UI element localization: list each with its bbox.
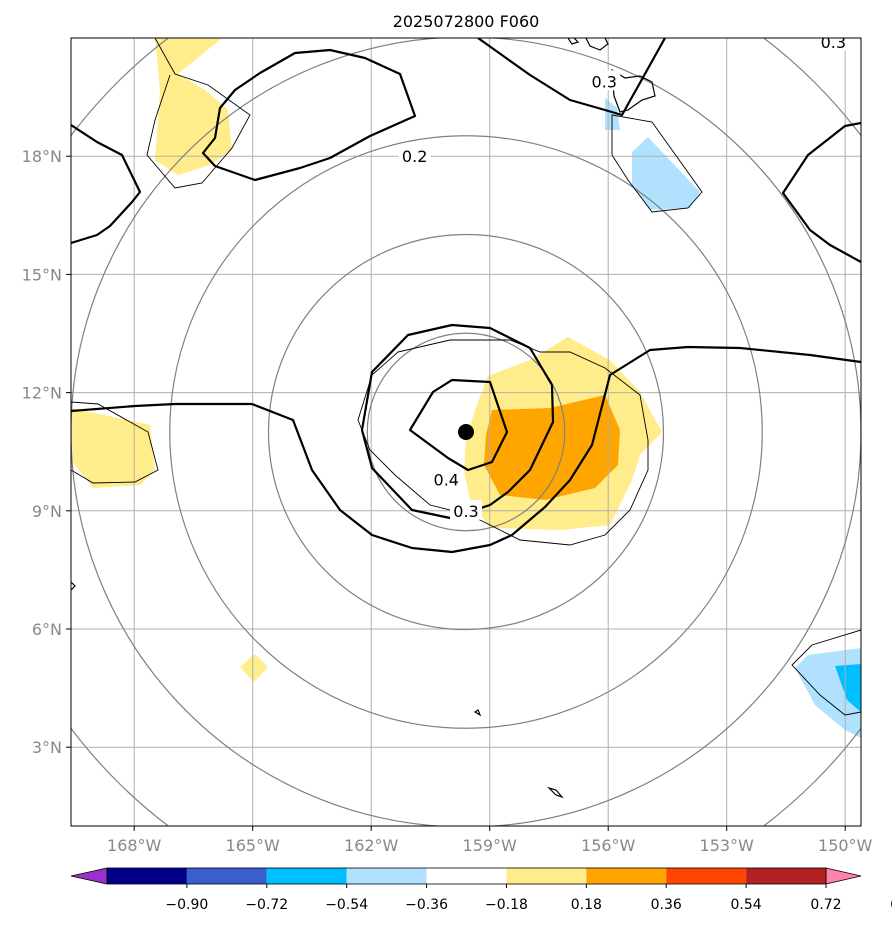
contour-labels: 0.2 0.3 0.4 0.3 0.3 [398,33,850,521]
colorbar-swatch-5 [506,868,587,884]
lat-tick-label-4: 15°N [22,265,62,284]
lat-tick-label-3: 12°N [22,384,62,403]
contour-label-bg-3 [450,499,482,520]
outline-central [357,339,649,546]
lat-tick-label-0: 3°N [32,738,62,757]
bold-contours [71,38,861,554]
contour-label-3: 0.3 [453,502,478,521]
range-ring-1 [267,233,665,631]
lon-tick-label-0: 168°W [107,836,162,855]
islet-south [473,709,482,717]
lat-tick-label-5: 18°N [22,147,62,166]
colorbar-tick-label-0: −0.90 [165,897,208,913]
colorbar-tick-label-4: −0.18 [485,897,528,913]
lon-tick-label-4: 156°W [581,836,636,855]
colorbar-tick-label-5: 0.18 [571,897,602,913]
island-north-2 [585,38,609,51]
colorbar-frame [106,867,827,885]
colorbar-swatch-4 [426,868,507,884]
fill-yellow-small-south [240,654,268,682]
outline-northeast [611,114,703,213]
lon-tick-label-3: 159°W [463,836,518,855]
colorbar-tick-label-9: 0.90 [890,897,892,913]
colorbar-swatch-0 [107,868,187,884]
colorbar-tick-label-8: 0.72 [810,897,841,913]
outline-southeast [791,629,861,716]
islet-southeast [546,786,564,799]
thin-outline-contours [71,38,861,716]
contour-label-0: 0.2 [402,147,427,166]
coast-west-edge [71,581,76,591]
lon-tick-label-6: 150°W [818,836,873,855]
axis-labels: 168°W 165°W 162°W 159°W 156°W 153°W 150°W 3°N 6°… [22,147,873,855]
coastlines [71,38,656,799]
lon-tick-label-5: 153°W [700,836,755,855]
range-ring-2 [169,135,763,729]
colorbar-swatch-6 [586,868,667,884]
outline-northwest [146,38,251,189]
fill-blue-southeast [835,664,861,712]
outline-west [71,401,159,484]
figure-title: 2025072800 F060 [393,12,540,31]
contour-label-4: 0.3 [821,33,846,52]
storm-center-marker [458,424,474,440]
colorbar-swatch-7 [666,868,747,884]
contour-northwest-loop [201,48,417,182]
lon-tick-label-2: 162°W [344,836,399,855]
contour-label-bg-0 [398,145,431,166]
map-frame [70,37,862,827]
colorbar-extend-high [825,867,862,885]
lon-tick-label-1: 165°W [226,836,281,855]
lat-tick-label-1: 6°N [32,620,62,639]
colorbar-tick-label-3: −0.36 [405,897,448,913]
contour-label-1: 0.3 [592,72,617,91]
contour-middle-ring [360,323,555,520]
contour-outer-ring [71,345,861,554]
range-ring-0 [366,332,566,532]
fill-lightblue-north [605,98,620,130]
lat-tick-label-2: 9°N [32,502,62,521]
colorbar-tick-label-2: −0.54 [325,897,368,913]
contour-east [781,121,861,263]
colorbar-extend-low [70,867,108,885]
contour-north-diagonal [477,38,666,117]
contour-far-west [71,124,142,245]
contour-inner-ring [408,378,509,472]
colorbar-tick-label-6: 0.36 [651,897,682,913]
gridlines [71,38,861,826]
colorbar-swatch-8 [746,868,826,884]
fill-orange-central [484,395,620,500]
fill-lightblue-northeast [632,137,700,210]
colorbar-tick-label-7: 0.54 [731,897,762,913]
island-north-1 [567,38,580,45]
contour-label-bg-2 [430,468,463,489]
contour-label-bg-4 [817,38,850,51]
colorbar-tick-label-1: −0.72 [245,897,288,913]
colorbar-swatch-1 [186,868,267,884]
island-north-3 [611,68,656,113]
colorbar-swatch-3 [346,868,427,884]
contour-label-2: 0.4 [434,470,459,489]
colorbar-swatch-2 [266,868,347,884]
colorbar: −0.90 −0.72 −0.54 −0.36 −0.18 0.18 0.36 0.54 0.7… [70,867,892,913]
contour-label-bg-1 [588,70,621,91]
